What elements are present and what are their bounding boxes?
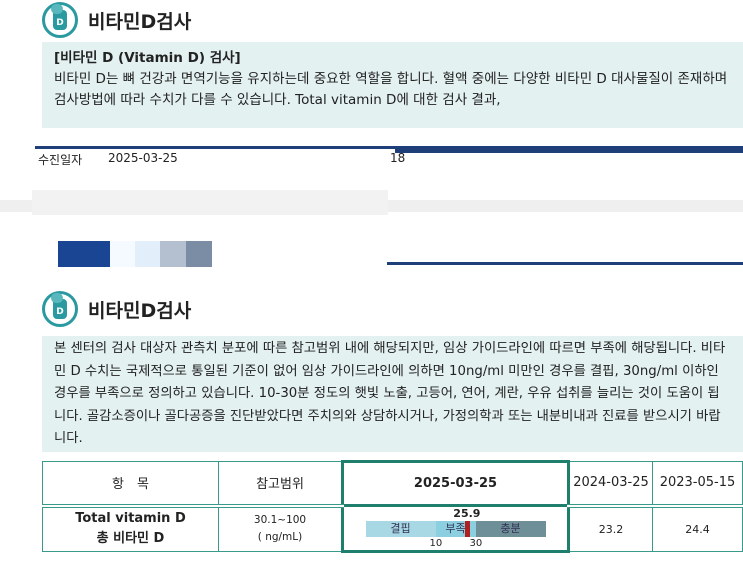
item-en: Total vitamin D — [75, 511, 186, 527]
current-result: 결핍 부족 충분 25.9 10 30 — [341, 504, 570, 553]
gauge-value: 25.9 — [453, 506, 481, 520]
vitamin-pill-icon: D — [42, 2, 78, 38]
header-item: 항 목 — [42, 461, 219, 508]
box-text: 비타민 D는 뼈 건강과 면역기능을 유지하는데 중요한 역할을 합니다. 혈액… — [54, 71, 728, 108]
box-heading: [비타민 D (Vitamin D) 검사] — [54, 50, 241, 66]
section-title: 비타민D검사 — [88, 300, 192, 322]
range-unit: ( ng/mL) — [257, 531, 303, 544]
reference-range: 30.1~100 ( ng/mL) — [218, 505, 343, 552]
item-name: Total vitamin D 총 비타민 D — [42, 505, 219, 552]
divider — [387, 262, 743, 265]
result-box: 본 센터의 검사 대상자 관측치 분포에 따른 참고범위 내에 해당되지만, 임… — [42, 336, 743, 452]
header-prev-date: 2024-03-25 — [568, 461, 653, 508]
result-gauge: 결핍 부족 충분 25.9 10 30 — [365, 507, 546, 549]
range-value: 30.1~100 — [253, 514, 307, 527]
result-table: 항 목 참고범위 2025-03-25 2024-03-25 2023-05-1… — [42, 460, 743, 553]
divider — [32, 190, 388, 215]
header-range: 참고범위 — [218, 461, 343, 508]
section-title: 비타민D검사 — [88, 11, 192, 33]
vitamin-pill-icon: D — [42, 291, 78, 327]
item-ko: 총 비타민 D — [96, 531, 165, 547]
color-block — [58, 241, 110, 267]
info-value: 18 — [390, 151, 406, 165]
color-block — [160, 241, 186, 267]
intro-box: [비타민 D (Vitamin D) 검사] 비타민 D는 뼈 건강과 면역기능… — [42, 42, 743, 128]
divider — [395, 146, 743, 153]
header-prev-date: 2023-05-15 — [652, 461, 743, 508]
gauge-marker — [465, 520, 471, 537]
color-block — [110, 241, 135, 267]
color-block — [186, 241, 212, 267]
prev-result: 23.2 — [568, 505, 653, 552]
color-block — [135, 241, 160, 267]
info-label: 수진일자 — [38, 153, 83, 167]
info-date: 2025-03-25 — [108, 151, 178, 165]
gauge-deficient: 결핍 — [365, 520, 436, 537]
prev-result: 24.4 — [652, 505, 743, 552]
header-current-date: 2025-03-25 — [341, 460, 570, 507]
gauge-sufficient: 충분 — [475, 520, 546, 537]
gauge-tick: 10 — [429, 537, 443, 549]
divider — [35, 146, 395, 149]
gauge-tick: 30 — [469, 537, 483, 549]
